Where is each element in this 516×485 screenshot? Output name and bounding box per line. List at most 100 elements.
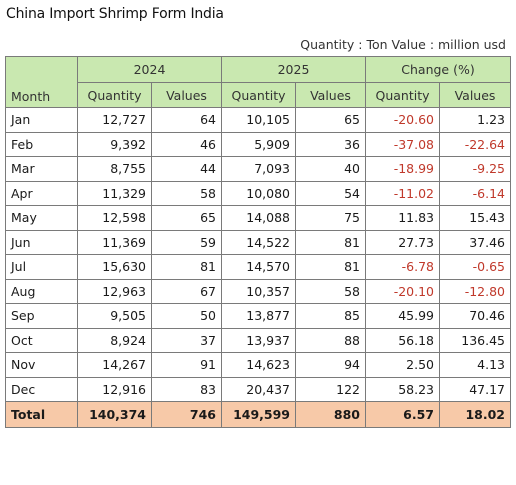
- table-row: Oct 8,924 37 13,937 88 56.18 136.45: [5, 327, 511, 353]
- values-2024-cell: 50: [151, 303, 222, 329]
- quantity-2024-cell: 12,916: [77, 376, 152, 402]
- quantity-2025-cell: 20,437: [221, 376, 296, 402]
- month-cell: Mar: [5, 156, 78, 182]
- quantity-change-cell: 27.73: [365, 229, 440, 255]
- month-cell: May: [5, 205, 78, 231]
- quantity-2025-cell: 14,522: [221, 229, 296, 255]
- table-row: Mar 8,755 44 7,093 40 -18.99 -9.25: [5, 156, 511, 182]
- total-label: Total: [5, 401, 78, 428]
- quantity-2024-cell: 11,369: [77, 229, 152, 255]
- quantity-2024-cell: 9,505: [77, 303, 152, 329]
- values-2024-cell: 83: [151, 376, 222, 402]
- table-row: Nov 14,267 91 14,623 94 2.50 4.13: [5, 352, 511, 378]
- month-cell: Jan: [5, 107, 78, 133]
- change-header: Change (%): [365, 56, 511, 83]
- values-2024-cell: 67: [151, 278, 222, 304]
- month-cell: Jun: [5, 229, 78, 255]
- shrimp-import-table: Month 2024 2025 Change (%) Quantity Valu…: [5, 56, 511, 428]
- values-2025-header: Values: [295, 82, 366, 108]
- month-cell: Dec: [5, 376, 78, 402]
- values-2025-cell: 81: [295, 229, 366, 255]
- table-row: Jun 11,369 59 14,522 81 27.73 37.46: [5, 229, 511, 255]
- values-2025-cell: 36: [295, 131, 366, 157]
- values-change-cell: -12.80: [439, 278, 511, 304]
- values-2025-cell: 58: [295, 278, 366, 304]
- quantity-change-cell: -18.99: [365, 156, 440, 182]
- month-cell: Feb: [5, 131, 78, 157]
- month-cell: Apr: [5, 180, 78, 206]
- values-2024-cell: 91: [151, 352, 222, 378]
- values-2025-cell: 94: [295, 352, 366, 378]
- values-2025-cell: 85: [295, 303, 366, 329]
- values-2024-header: Values: [151, 82, 222, 108]
- values-change-cell: 47.17: [439, 376, 511, 402]
- quantity-change-cell: -37.08: [365, 131, 440, 157]
- month-cell: Oct: [5, 327, 78, 353]
- total-quantity-2024: 140,374: [77, 401, 152, 428]
- values-change-cell: -9.25: [439, 156, 511, 182]
- year-header-row: Month 2024 2025 Change (%): [5, 56, 511, 108]
- values-change-cell: -0.65: [439, 254, 511, 280]
- quantity-change-cell: 11.83: [365, 205, 440, 231]
- month-cell: Jul: [5, 254, 78, 280]
- values-change-cell: 15.43: [439, 205, 511, 231]
- table-row: Sep 9,505 50 13,877 85 45.99 70.46: [5, 303, 511, 329]
- quantity-change-cell: -6.78: [365, 254, 440, 280]
- month-header: Month: [5, 56, 78, 108]
- table-row: Feb 9,392 46 5,909 36 -37.08 -22.64: [5, 131, 511, 157]
- values-change-cell: 70.46: [439, 303, 511, 329]
- quantity-change-cell: 56.18: [365, 327, 440, 353]
- sub-header-row: Quantity Values Quantity Values Quantity…: [6, 82, 511, 108]
- quantity-change-cell: 58.23: [365, 376, 440, 402]
- total-values-2025: 880: [295, 401, 366, 428]
- quantity-2025-cell: 14,623: [221, 352, 296, 378]
- total-values-change: 18.02: [439, 401, 511, 428]
- total-values-2024: 746: [151, 401, 222, 428]
- values-2025-cell: 65: [295, 107, 366, 133]
- values-2024-cell: 37: [151, 327, 222, 353]
- table-row: Aug 12,963 67 10,357 58 -20.10 -12.80: [5, 278, 511, 304]
- table-row: Dec 12,916 83 20,437 122 58.23 47.17: [5, 376, 511, 402]
- quantity-2024-cell: 12,963: [77, 278, 152, 304]
- quantity-change-header: Quantity: [365, 82, 440, 108]
- units-note: Quantity : Ton Value : million usd: [300, 37, 506, 52]
- year-2024-header: 2024: [77, 56, 222, 83]
- values-change-cell: 136.45: [439, 327, 511, 353]
- quantity-2025-cell: 14,570: [221, 254, 296, 280]
- quantity-change-cell: -20.60: [365, 107, 440, 133]
- values-2024-cell: 44: [151, 156, 222, 182]
- quantity-2025-cell: 10,357: [221, 278, 296, 304]
- values-2025-cell: 54: [295, 180, 366, 206]
- values-2025-cell: 81: [295, 254, 366, 280]
- total-row: Total 140,374 746 149,599 880 6.57 18.02: [5, 401, 511, 428]
- values-change-cell: 1.23: [439, 107, 511, 133]
- quantity-2025-header: Quantity: [221, 82, 296, 108]
- quantity-2025-cell: 5,909: [221, 131, 296, 157]
- values-2025-cell: 122: [295, 376, 366, 402]
- quantity-2025-cell: 13,937: [221, 327, 296, 353]
- quantity-change-cell: 2.50: [365, 352, 440, 378]
- values-2024-cell: 46: [151, 131, 222, 157]
- values-2024-cell: 59: [151, 229, 222, 255]
- values-2025-cell: 88: [295, 327, 366, 353]
- quantity-change-cell: 45.99: [365, 303, 440, 329]
- quantity-2024-cell: 12,598: [77, 205, 152, 231]
- quantity-2024-cell: 12,727: [77, 107, 152, 133]
- values-change-cell: 37.46: [439, 229, 511, 255]
- values-change-cell: -6.14: [439, 180, 511, 206]
- quantity-2025-cell: 10,080: [221, 180, 296, 206]
- month-cell: Sep: [5, 303, 78, 329]
- quantity-2024-cell: 14,267: [77, 352, 152, 378]
- values-2024-cell: 81: [151, 254, 222, 280]
- values-2024-cell: 64: [151, 107, 222, 133]
- year-2025-header: 2025: [221, 56, 366, 83]
- page-title: China Import Shrimp Form India: [6, 6, 224, 22]
- month-cell: Aug: [5, 278, 78, 304]
- quantity-2024-header: Quantity: [77, 82, 152, 108]
- quantity-change-cell: -20.10: [365, 278, 440, 304]
- values-change-cell: 4.13: [439, 352, 511, 378]
- quantity-2024-cell: 9,392: [77, 131, 152, 157]
- table-row: Jan 12,727 64 10,105 65 -20.60 1.23: [5, 107, 511, 133]
- total-quantity-2025: 149,599: [221, 401, 296, 428]
- values-2025-cell: 40: [295, 156, 366, 182]
